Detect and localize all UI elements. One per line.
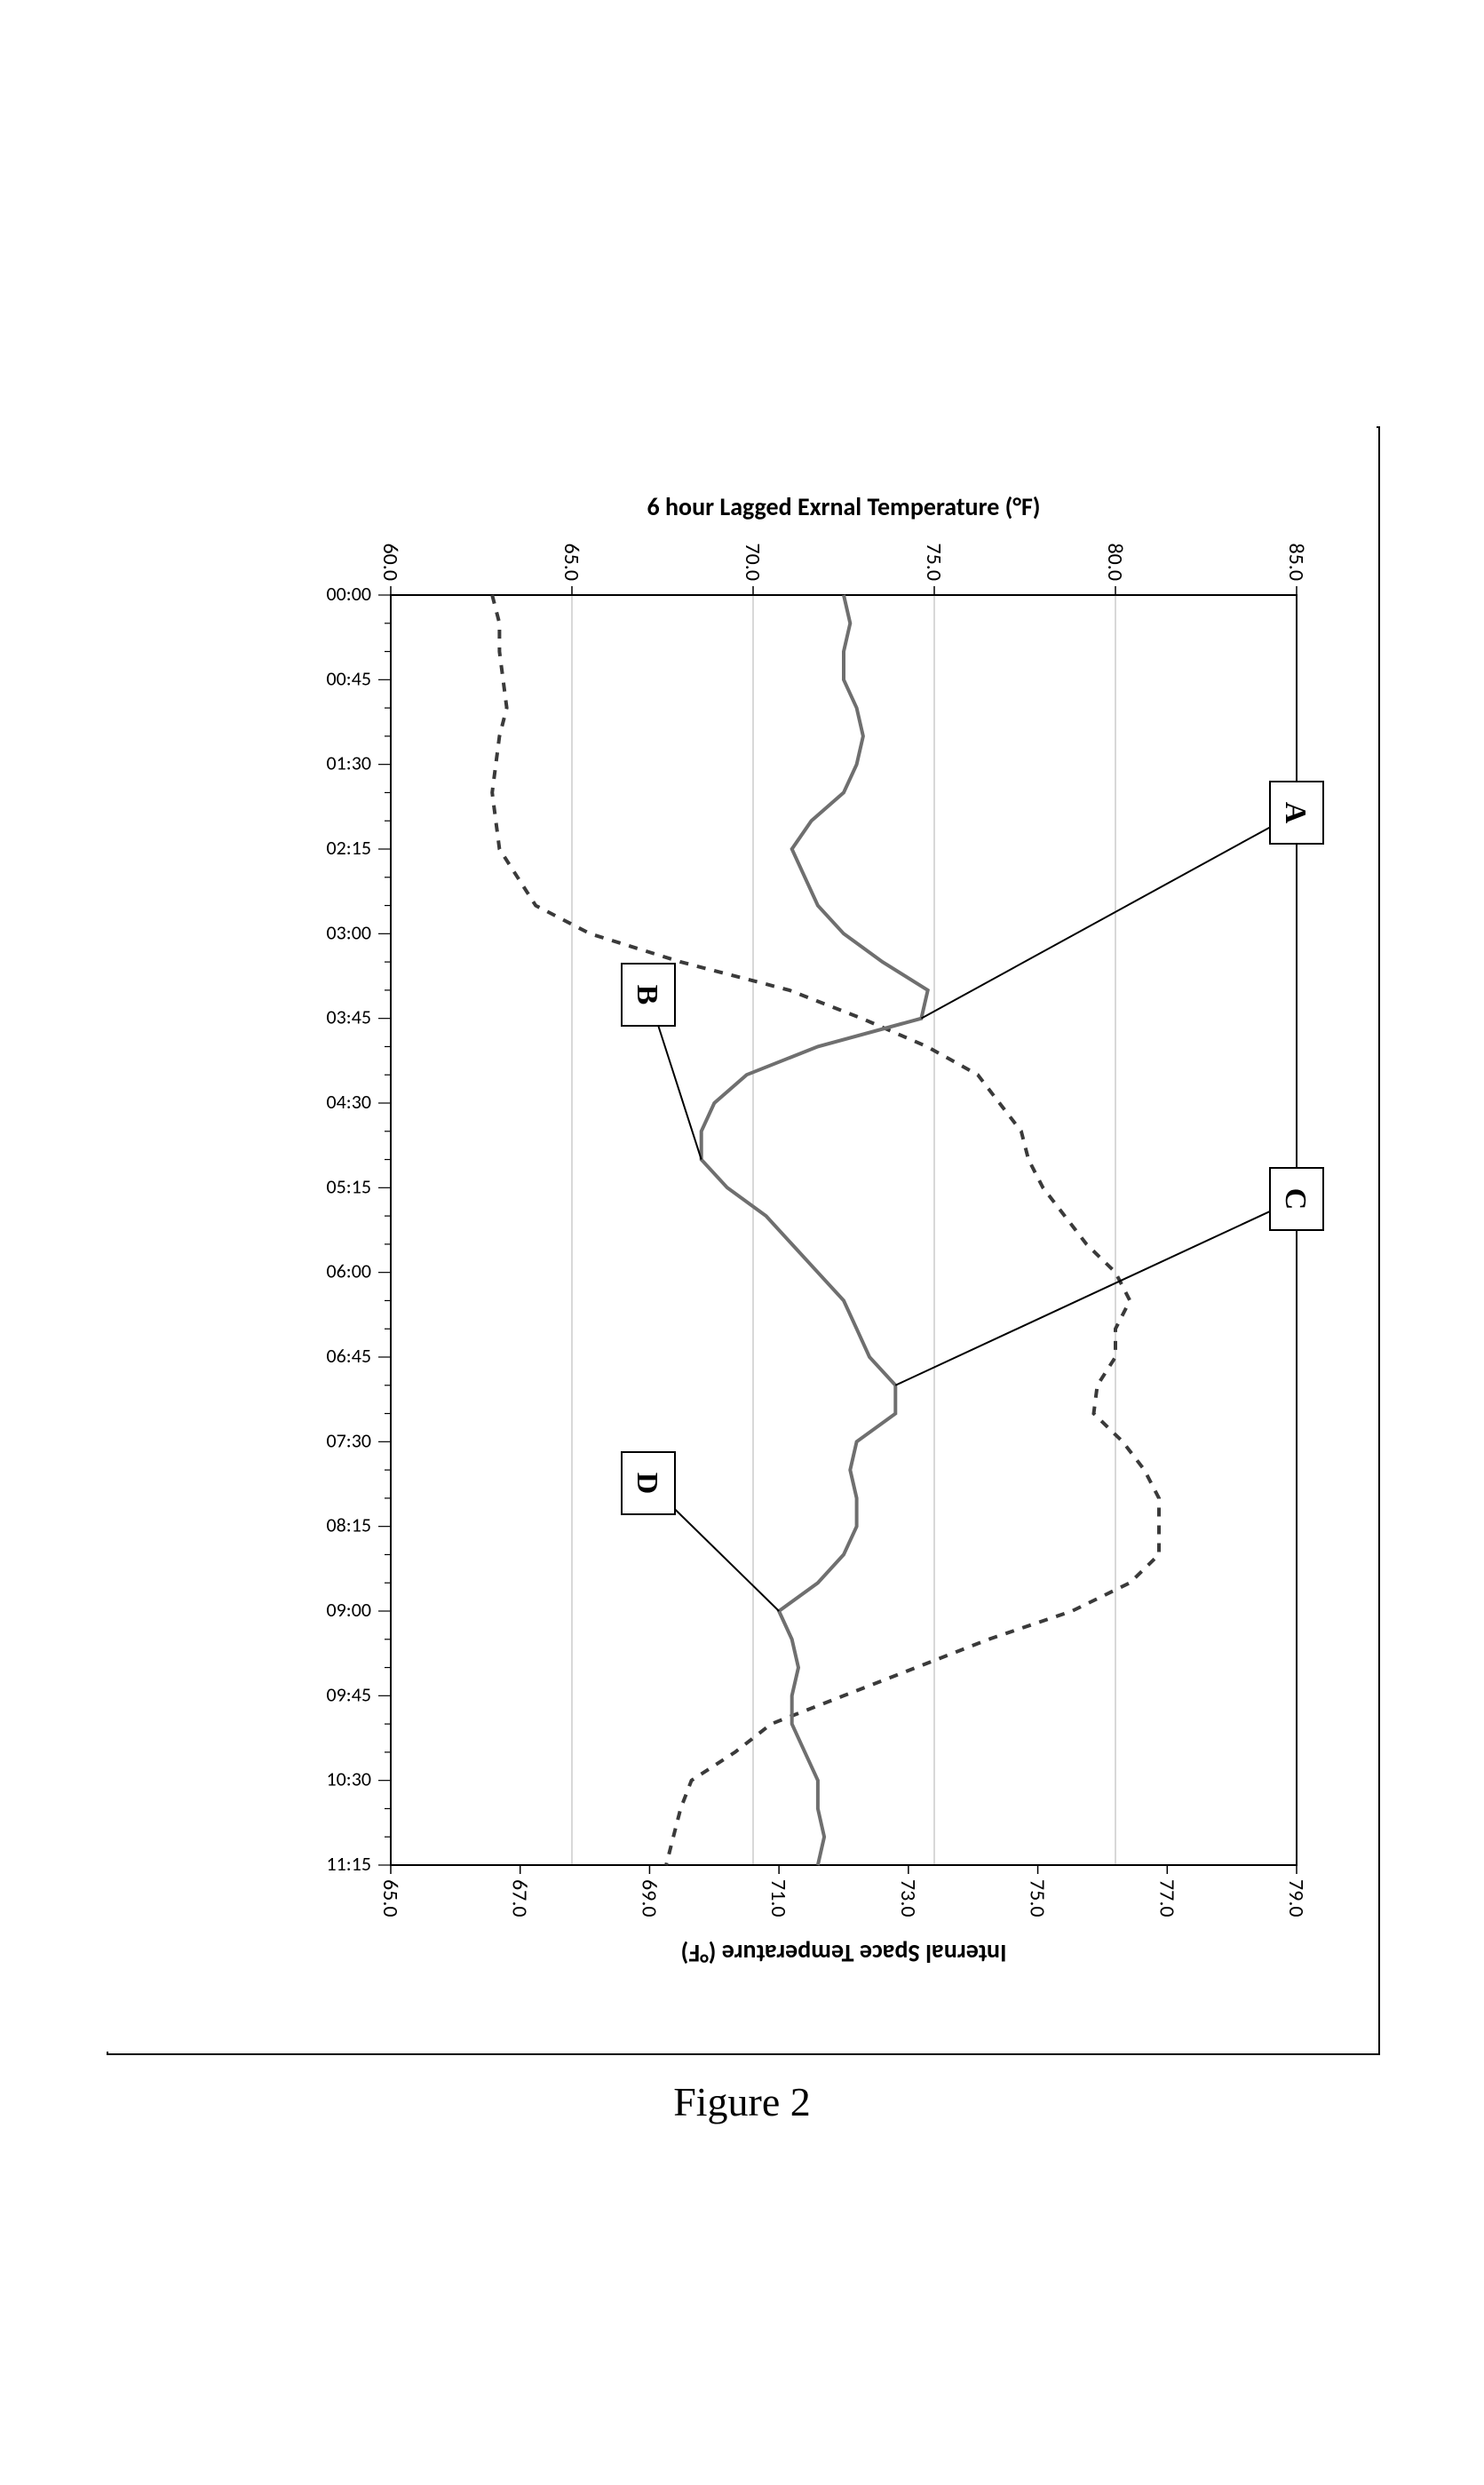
x-tick-label: 02:15 xyxy=(327,836,372,860)
svg-text:69.0: 69.0 xyxy=(636,1879,662,1917)
series-line xyxy=(492,595,1159,1865)
svg-text:60.0: 60.0 xyxy=(377,543,403,581)
svg-text:77.0: 77.0 xyxy=(1154,1879,1179,1917)
svg-text:79.0: 79.0 xyxy=(1283,1879,1309,1917)
callout-label: D xyxy=(631,1473,663,1495)
left-axis-label: 6 hour Lagged Exrnal Temperature (°F) xyxy=(647,491,1040,522)
x-tick-label: 09:45 xyxy=(327,1682,372,1706)
svg-text:75.0: 75.0 xyxy=(1025,1879,1051,1917)
x-tick-label: 01:30 xyxy=(327,751,372,775)
x-tick-label: 06:00 xyxy=(327,1259,372,1283)
x-tick-label: 03:45 xyxy=(327,1005,372,1029)
x-tick-label: 11:15 xyxy=(327,1852,372,1876)
chart-rotated-container: 60.0 65.0 70.0 75.0 80.0 85.0 65.0 67.0 69.0 71.0… xyxy=(107,426,1377,2052)
x-tick-label: 00:45 xyxy=(327,666,372,690)
page-root: 60.0 65.0 70.0 75.0 80.0 85.0 65.0 67.0 69.0 71.0… xyxy=(0,0,1484,2485)
callout-label: C xyxy=(1279,1188,1312,1211)
svg-text:80.0: 80.0 xyxy=(1102,543,1128,581)
x-tick-label: 04:30 xyxy=(327,1090,372,1114)
figure-caption: Figure 2 xyxy=(0,2078,1484,2125)
svg-text:70.0: 70.0 xyxy=(740,543,766,581)
svg-text:73.0: 73.0 xyxy=(895,1879,921,1917)
x-tick-label: 07:30 xyxy=(327,1428,372,1452)
svg-text:71.0: 71.0 xyxy=(766,1879,791,1917)
x-tick-label: 06:45 xyxy=(327,1344,372,1368)
svg-text:65.0: 65.0 xyxy=(559,543,584,581)
right-axis-label: Internal Space Temperature (°F) xyxy=(681,1938,1007,1969)
callout-label: B xyxy=(631,985,663,1005)
svg-text:67.0: 67.0 xyxy=(507,1879,533,1917)
x-tick-label: 03:00 xyxy=(327,920,372,944)
svg-text:75.0: 75.0 xyxy=(921,543,947,581)
x-tick-label: 00:00 xyxy=(327,582,372,606)
x-tick-label: 08:15 xyxy=(327,1513,372,1537)
x-tick-label: 05:15 xyxy=(327,1174,372,1198)
svg-text:85.0: 85.0 xyxy=(1283,543,1309,581)
temperature-chart: 60.0 65.0 70.0 75.0 80.0 85.0 65.0 67.0 69.0 71.0… xyxy=(133,480,1350,1998)
svg-text:65.0: 65.0 xyxy=(377,1879,403,1917)
callout-label: A xyxy=(1279,802,1312,824)
x-tick-label: 09:00 xyxy=(327,1598,372,1622)
x-tick-label: 10:30 xyxy=(327,1767,372,1791)
